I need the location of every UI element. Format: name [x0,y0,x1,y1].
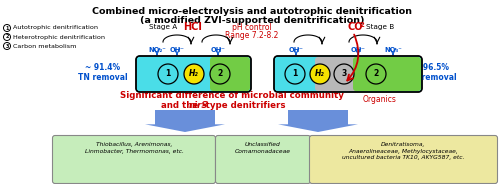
Text: H₂: H₂ [189,70,199,79]
Text: and the: and the [161,102,201,111]
Text: Thiobacillus, Arenimonas,
Linmobacter, Thermomonas, etc.: Thiobacillus, Arenimonas, Linmobacter, T… [84,142,184,154]
Text: nirS: nirS [189,102,208,111]
FancyBboxPatch shape [274,56,422,92]
Text: NO₂⁻: NO₂⁻ [148,47,166,53]
FancyBboxPatch shape [52,135,216,183]
Text: Stage B: Stage B [366,24,394,30]
Text: Significant difference of microbial community: Significant difference of microbial comm… [120,91,344,100]
Text: CO: CO [347,22,362,32]
Circle shape [4,33,10,40]
FancyBboxPatch shape [216,135,310,183]
Text: 2: 2 [218,70,222,79]
Text: OH⁻: OH⁻ [170,47,184,53]
Text: Carbon metabolism: Carbon metabolism [13,43,76,49]
Text: Organics: Organics [363,95,397,103]
Text: HCl: HCl [183,22,202,32]
Text: Combined micro-electrolysis and autotrophic denitrification: Combined micro-electrolysis and autotrop… [92,7,412,16]
Text: 3: 3 [342,70,346,79]
FancyBboxPatch shape [310,135,498,183]
FancyBboxPatch shape [353,57,421,91]
Text: NO₃⁻: NO₃⁻ [384,47,402,53]
Text: -type denitrifiers: -type denitrifiers [202,102,285,111]
Text: Unclassified
Comamonadaceae: Unclassified Comamonadaceae [235,142,291,154]
Text: 1: 1 [166,70,170,79]
FancyBboxPatch shape [315,57,363,91]
FancyBboxPatch shape [210,57,250,91]
Circle shape [184,64,204,84]
Text: ~ 91.4%: ~ 91.4% [86,63,120,72]
Circle shape [334,64,354,84]
Polygon shape [278,110,358,132]
Text: OH⁻: OH⁻ [350,47,366,53]
Text: pH control: pH control [232,22,272,31]
Text: Heterotrophic denitrification: Heterotrophic denitrification [13,35,105,40]
Text: 1: 1 [6,26,8,31]
Text: H₂: H₂ [315,70,325,79]
Text: 3: 3 [6,43,8,49]
Text: (a modified ZVI-supported denitrification): (a modified ZVI-supported denitrificatio… [140,16,364,25]
Text: OH⁻: OH⁻ [288,47,304,53]
Circle shape [310,64,330,84]
Text: TN removal: TN removal [407,72,457,82]
Polygon shape [145,110,225,132]
Circle shape [4,24,10,31]
Text: Stage A: Stage A [149,24,177,30]
Text: 1: 1 [292,70,298,79]
Text: 2: 2 [374,70,378,79]
Text: Autotrophic denitrification: Autotrophic denitrification [13,26,98,31]
Text: TN removal: TN removal [78,72,128,82]
Text: OH⁻: OH⁻ [210,47,226,53]
Circle shape [158,64,178,84]
FancyBboxPatch shape [136,56,251,92]
Circle shape [285,64,305,84]
Text: Denitratisoma,
Anaerolineaceae, Methylocystaceae,
uncultured bacteria TK10, AKYG: Denitratisoma, Anaerolineaceae, Methyloc… [342,142,464,160]
Circle shape [4,43,10,49]
Text: 2: 2 [6,35,8,40]
Text: ~ 96.5%: ~ 96.5% [414,63,450,72]
Text: Range 7.2-8.2: Range 7.2-8.2 [226,31,278,40]
Text: 2: 2 [360,22,365,28]
Circle shape [210,64,230,84]
Circle shape [366,64,386,84]
